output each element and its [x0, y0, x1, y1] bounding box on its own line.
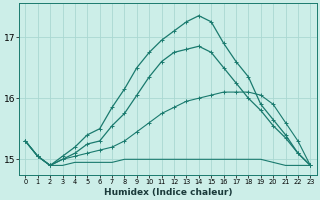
X-axis label: Humidex (Indice chaleur): Humidex (Indice chaleur) [104, 188, 232, 197]
